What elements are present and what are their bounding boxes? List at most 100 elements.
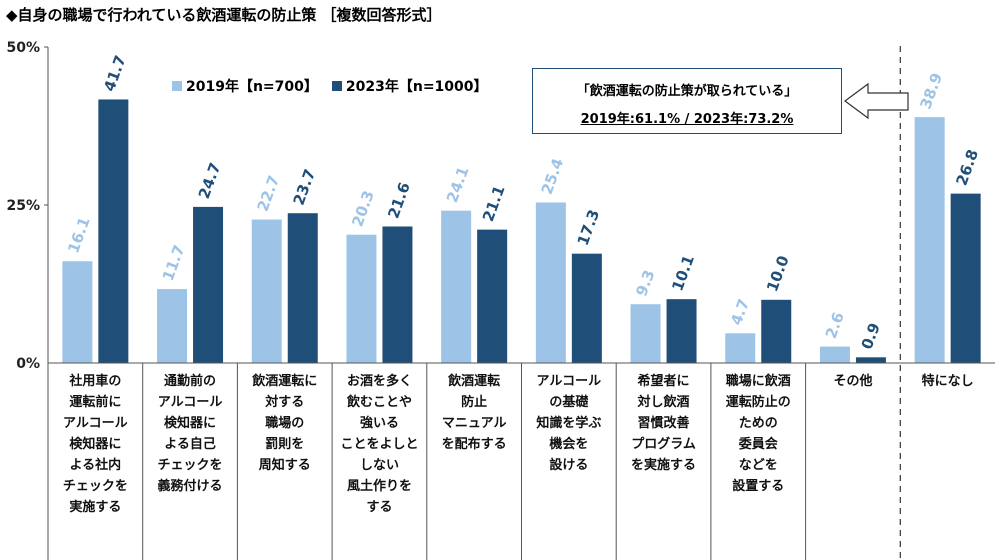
category-label: 通勤前の (164, 373, 216, 389)
category-label: 運転防止の (726, 394, 791, 410)
value-label-2019-3: 20.3 (348, 188, 378, 229)
category-label: アルコール (63, 416, 128, 431)
bar-2019-6 (630, 304, 661, 363)
category-label: その他 (833, 373, 872, 389)
legend: 2019年【n=700】 2023年【n=1000】 (172, 76, 488, 96)
category-label: などを (739, 458, 778, 473)
legend-item-2019: 2019年【n=700】 (172, 76, 318, 96)
value-label-2019-1: 11.7 (159, 242, 189, 283)
category-label: お酒を多く (347, 373, 412, 389)
category-label: ことをよしと (340, 437, 418, 452)
bar-2023-9 (950, 193, 981, 363)
bar-2023-6 (666, 299, 697, 363)
callout-line1: 「飲酒運転の防止策が取られている」 (576, 84, 798, 99)
category-label: プログラム (631, 436, 696, 452)
chart-title: ◆自身の職場で行われている飲酒運転の防止策 ［複数回答形式］ (6, 6, 442, 24)
category-label: の基礎 (549, 394, 589, 410)
value-label-2019-9: 38.9 (916, 71, 946, 112)
category-label: 周知する (259, 457, 311, 473)
legend-swatch-2023 (331, 81, 342, 91)
bar-2019-0 (62, 261, 93, 363)
category-label: チェックを (63, 479, 128, 494)
category-label: 実施する (69, 499, 121, 515)
category-label: 設ける (549, 457, 588, 473)
category-label: 飲むことや (346, 394, 412, 410)
category-label: を実施する (631, 457, 696, 473)
summary-callout: 「飲酒運転の防止策が取られている」 2019年:61.1% / 2023年:73… (532, 68, 842, 134)
value-label-2019-2: 22.7 (254, 173, 284, 214)
category-label: 防止 (461, 394, 487, 410)
category-label: 特になし (922, 373, 974, 389)
bar-2023-3 (382, 226, 413, 363)
category-label: よる社内 (70, 457, 122, 473)
category-label: しない (360, 458, 399, 473)
y-tick-label: 25% (6, 198, 40, 214)
bar-2023-8 (855, 357, 886, 363)
category-label: 罰則を (265, 437, 304, 452)
bar-2023-1 (193, 206, 224, 363)
category-label: 検知器に (69, 436, 121, 452)
category-label: する (366, 500, 392, 515)
bar-2023-0 (98, 99, 129, 364)
value-label-2023-7: 10.0 (763, 253, 793, 294)
category-label: 飲酒運転に (251, 373, 317, 389)
category-label: を配布する (442, 436, 507, 452)
y-tick-label: 0% (16, 356, 40, 372)
bar-2019-8 (819, 346, 850, 363)
bar-2019-4 (441, 210, 472, 363)
value-label-2023-1: 24.7 (195, 160, 225, 201)
category-label: 希望者に (638, 373, 690, 389)
callout-line2: 2019年:61.1% / 2023年:73.2% (580, 112, 794, 127)
category-label: 職場に飲酒 (726, 373, 791, 389)
category-label: 強いる (360, 415, 399, 431)
callout-arrow (843, 82, 909, 120)
value-label-2023-5: 17.3 (574, 207, 604, 248)
category-label: ための (739, 416, 778, 431)
bar-2019-1 (157, 289, 188, 363)
value-label-2019-5: 25.4 (538, 156, 568, 197)
value-label-2019-8: 2.6 (822, 310, 848, 341)
legend-item-2023: 2023年【n=1000】 (331, 76, 488, 96)
category-label: 風土作りを (347, 478, 412, 494)
category-label: 機会を (549, 436, 588, 452)
category-label: 社用車の (68, 373, 121, 389)
value-label-2019-0: 16.1 (64, 215, 94, 256)
category-label: 飲酒運転 (447, 373, 500, 389)
bar-2019-7 (725, 333, 756, 363)
category-label: マニュアル (442, 416, 507, 431)
bar-2019-2 (251, 219, 282, 363)
bar-2023-7 (761, 299, 792, 363)
category-label: よる自己 (164, 436, 216, 452)
category-label: チェックを (158, 458, 223, 473)
y-tick-label: 50% (6, 40, 40, 56)
category-label: アルコール (158, 395, 223, 410)
category-label: 対し飲酒 (637, 394, 690, 410)
bar-2023-2 (287, 213, 318, 363)
value-label-2023-8: 0.9 (858, 321, 884, 352)
value-label-2023-0: 41.7 (100, 53, 130, 94)
bar-2023-4 (477, 229, 508, 363)
category-label: アルコール (537, 374, 602, 389)
value-label-2023-6: 10.1 (668, 253, 698, 294)
category-label: 運転前に (69, 394, 121, 410)
legend-swatch-2019 (172, 81, 182, 91)
category-label: 義務付ける (158, 478, 223, 494)
category-label: 知識を学ぶ (536, 415, 601, 431)
value-label-2023-3: 21.6 (384, 180, 414, 221)
category-label: 職場の (265, 415, 304, 431)
category-label: 設置する (732, 478, 784, 494)
value-label-2023-4: 21.1 (479, 183, 509, 224)
value-label-2019-4: 24.1 (443, 164, 473, 205)
category-label: 習慣改善 (638, 415, 690, 431)
value-label-2019-6: 9.3 (632, 267, 658, 298)
bar-2019-9 (914, 117, 945, 363)
legend-label-2019: 2019年【n=700】 (186, 79, 318, 95)
bar-2019-3 (346, 234, 377, 363)
category-label: 検知器に (164, 415, 216, 431)
value-label-2019-7: 4.7 (727, 297, 753, 328)
bar-2023-5 (571, 253, 602, 363)
legend-label-2023: 2023年【n=1000】 (345, 79, 488, 95)
category-label: 委員会 (738, 436, 779, 452)
bar-2019-5 (535, 202, 566, 363)
value-label-2023-9: 26.8 (952, 147, 982, 188)
